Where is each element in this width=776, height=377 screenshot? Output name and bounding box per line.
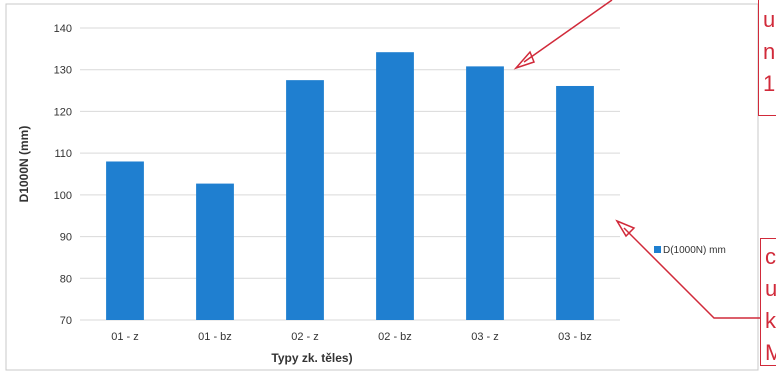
y-tick-label: 140 — [54, 23, 72, 35]
arrow-bottom-head — [615, 219, 636, 238]
legend-swatch — [654, 246, 661, 253]
x-tick-label: 01 - z — [111, 331, 139, 343]
bar — [466, 66, 504, 321]
gridlines — [80, 27, 620, 321]
annotation-arrows — [513, 0, 760, 319]
bar — [376, 52, 414, 321]
y-tick-label: 90 — [60, 232, 72, 244]
x-tick-label: 02 - bz — [378, 331, 412, 343]
legend: D(1000N) mm — [654, 245, 726, 256]
y-tick-label: 130 — [54, 65, 72, 77]
y-tick-label: 120 — [54, 106, 72, 118]
x-tick-label: 03 - bz — [558, 331, 592, 343]
y-tick-labels: 70 80 90 100 110 120 130 140 — [54, 23, 72, 327]
bar — [556, 85, 594, 321]
bar — [196, 183, 234, 320]
annotation-callout-top: u n 1 — [758, 0, 776, 116]
arrow-top-head — [513, 50, 535, 70]
arrow-top-line — [523, 0, 613, 63]
x-tick-label: 01 - bz — [198, 331, 232, 343]
x-tick-label: 02 - z — [291, 331, 319, 343]
y-tick-label: 70 — [60, 315, 72, 327]
legend-label: D(1000N) mm — [663, 245, 726, 256]
bars — [106, 52, 594, 321]
bar — [106, 161, 144, 320]
arrow-bottom-line — [623, 227, 760, 319]
y-tick-label: 100 — [54, 190, 72, 202]
annotation-callout-bottom: c u k M — [760, 238, 776, 366]
bar — [286, 80, 324, 321]
x-axis-label: Typy zk. těles) — [271, 351, 352, 365]
x-tick-labels: 01 - z 01 - bz 02 - z 02 - bz 03 - z 03 - bz — [111, 331, 592, 343]
y-tick-label: 80 — [60, 273, 72, 285]
y-axis-label: D1000N (mm) — [17, 126, 31, 203]
y-tick-label: 110 — [54, 148, 72, 160]
x-tick-label: 03 - z — [471, 331, 499, 343]
